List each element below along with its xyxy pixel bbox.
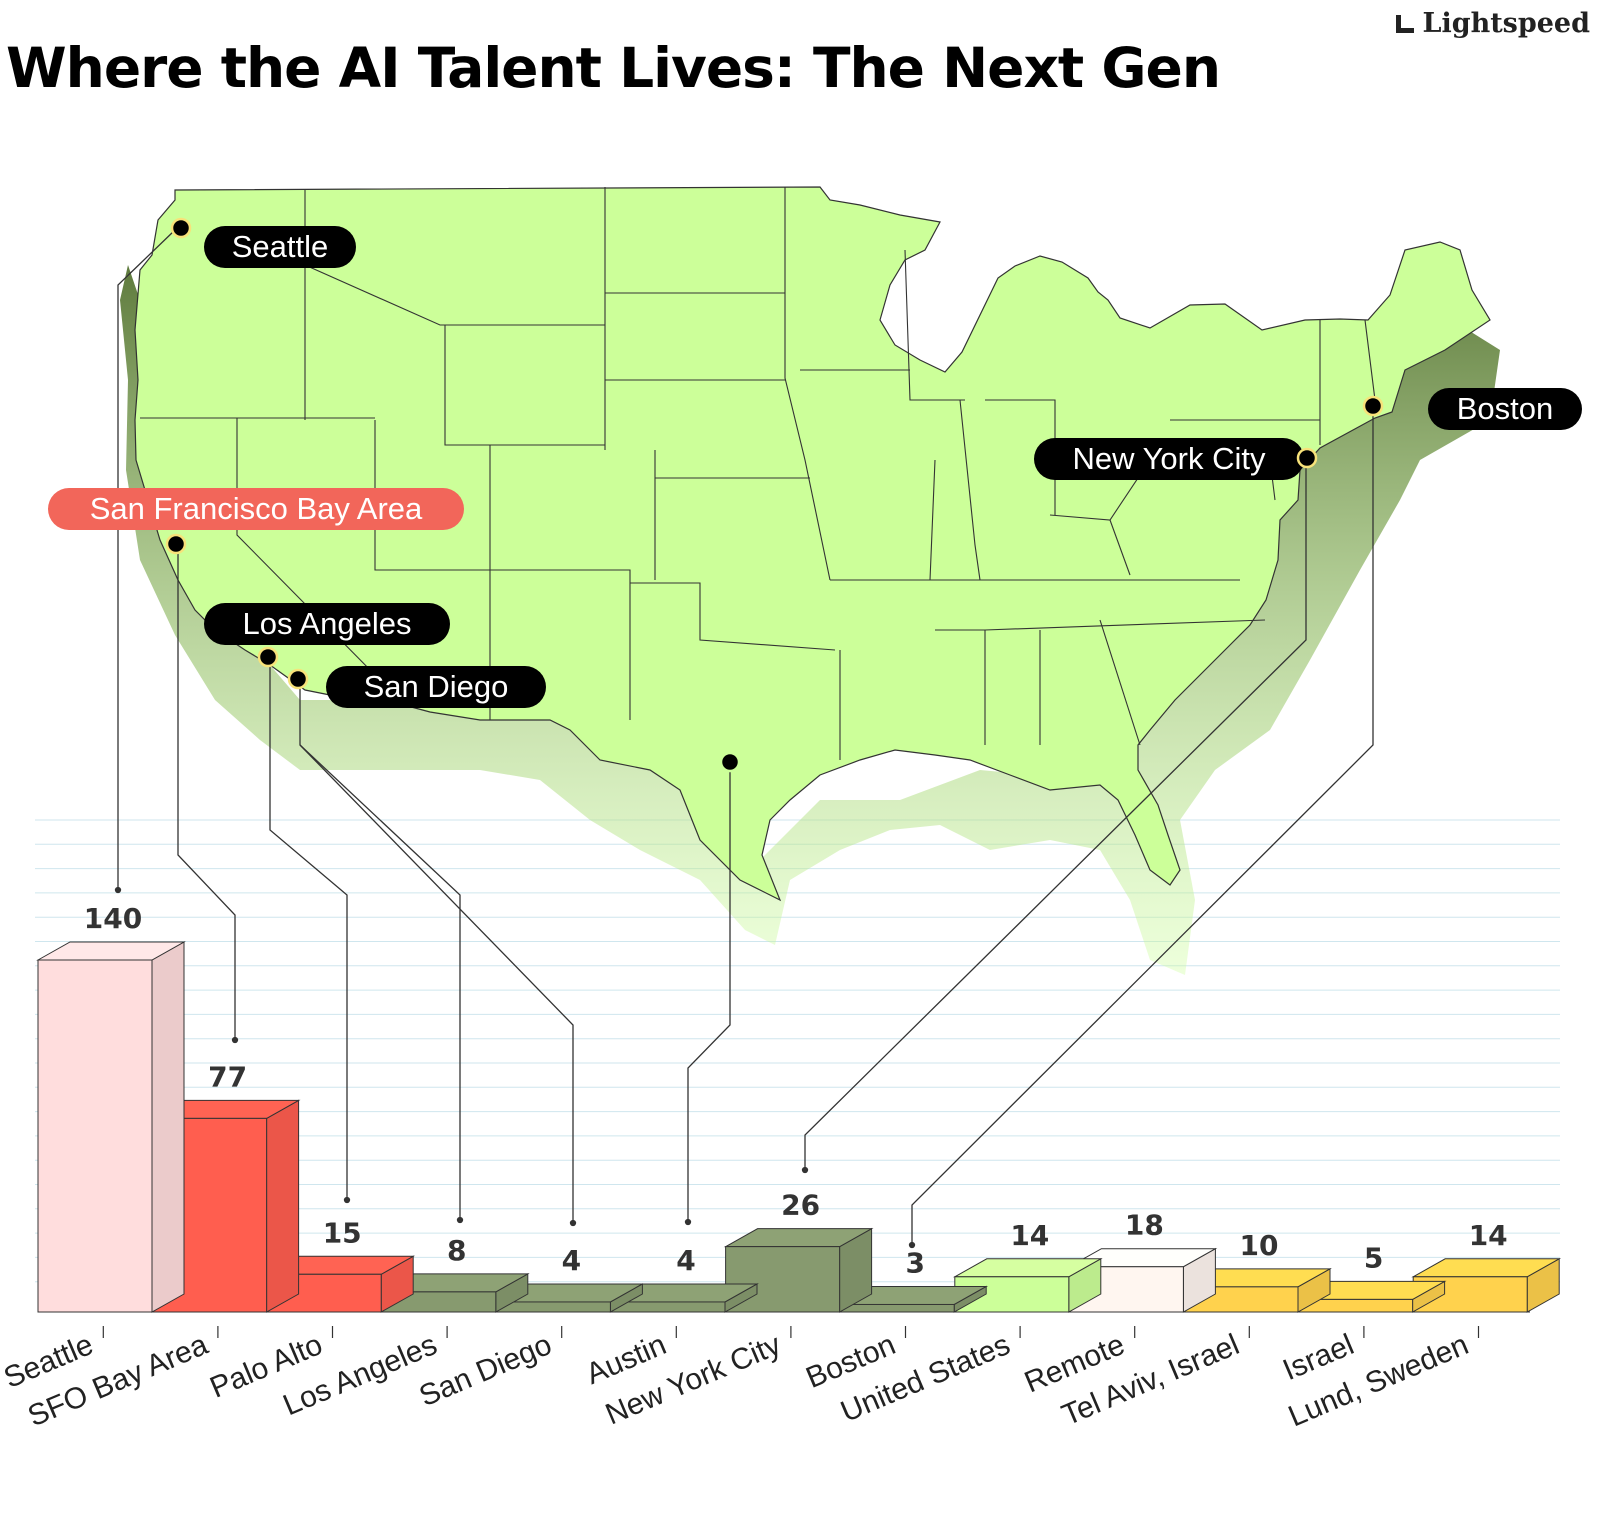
value-label-sfo-bay-area: 77: [208, 1060, 247, 1093]
connector-end-dot: [684, 1218, 692, 1226]
city-marker-sd: San Diego: [287, 666, 546, 708]
brand-name: Lightspeed: [1422, 8, 1590, 39]
city-label: New York City: [1073, 441, 1266, 476]
connector-end-dot: [456, 1216, 464, 1224]
city-pill: [48, 488, 464, 530]
bar-austin: [609, 1283, 759, 1313]
x-axis: [38, 1311, 1530, 1338]
connector-line: [911, 406, 1374, 1245]
bar-united-states: [952, 1257, 1103, 1313]
city-marker-la: Los Angeles: [204, 603, 450, 668]
connector-line: [687, 762, 731, 1222]
value-label-seattle: 140: [84, 902, 142, 935]
bar-front: [839, 1303, 955, 1313]
value-label-remote: 18: [1125, 1209, 1164, 1242]
value-label-los-angeles: 8: [447, 1234, 466, 1267]
bar-chart: [36, 941, 1562, 1313]
connector-end-dot: [908, 1241, 916, 1249]
bar-side: [266, 1099, 300, 1313]
city-label: Seattle: [232, 229, 329, 264]
connector-line: [804, 458, 1307, 1170]
city-dot-austin: [719, 751, 741, 773]
category-label-san-diego: San Diego: [415, 1328, 557, 1413]
city-dot: [287, 668, 309, 690]
connector-line: [117, 229, 176, 890]
value-label-israel: 5: [1364, 1241, 1383, 1274]
connector-line: [269, 660, 348, 1200]
value-label-tel-aviv-israel: 10: [1240, 1229, 1279, 1262]
bar-seattle: [36, 941, 186, 1313]
brand-logo: Lightspeed: [1396, 8, 1590, 39]
connector-line: [299, 744, 574, 1223]
bar-value-labels: 140 77 15 8 4 4 26 3 14 18 10 5 14: [84, 902, 1508, 1279]
value-label-boston: 3: [905, 1246, 924, 1279]
connector-lines: [114, 229, 1374, 1249]
city-marker-boston: Boston: [1362, 388, 1582, 430]
map-city-markers: Seattle San Francisco Bay Area Los Angeles…: [48, 217, 1582, 773]
bar-israel: [1296, 1280, 1447, 1313]
bar-san-diego: [494, 1283, 645, 1313]
city-marker-sfba: San Francisco Bay Area: [48, 488, 464, 555]
city-pill: [1428, 388, 1582, 430]
value-label-san-diego: 4: [562, 1244, 581, 1277]
value-label-lund-sweden: 14: [1469, 1219, 1508, 1252]
city-dot: [1296, 447, 1318, 469]
city-dot: [170, 217, 192, 239]
city-pill: [326, 666, 546, 708]
page-title: Where the AI Talent Lives: The Next Gen: [6, 36, 1221, 100]
bar-front: [37, 959, 153, 1313]
connector-end-dot: [343, 1196, 351, 1204]
lightspeed-logo-icon: [1396, 14, 1415, 33]
value-label-new-york-city: 26: [781, 1189, 820, 1222]
connector-end-dot: [801, 1166, 809, 1174]
value-label-austin: 4: [676, 1244, 695, 1277]
us-map: [120, 186, 1500, 975]
value-label-palo-alto: 15: [323, 1216, 362, 1249]
bar-los-angeles: [379, 1273, 530, 1313]
city-label: Boston: [1457, 391, 1554, 426]
connector-end-dot: [114, 886, 122, 894]
value-label-united-states: 14: [1010, 1219, 1049, 1252]
city-dot: [165, 533, 187, 555]
city-dot: [257, 646, 279, 668]
connector-line: [299, 680, 461, 1220]
city-pill: [1034, 438, 1304, 480]
bar-front: [495, 1301, 611, 1313]
city-pill: [204, 603, 450, 645]
city-pill: [204, 226, 356, 268]
city-marker-nyc: New York City: [1034, 438, 1318, 480]
connector-end-dot: [231, 1036, 239, 1044]
city-label: San Diego: [364, 669, 509, 704]
connector-line: [177, 545, 236, 1040]
bar-front: [610, 1301, 726, 1313]
city-label: Los Angeles: [243, 606, 412, 641]
city-dot: [1362, 395, 1384, 417]
us-map-land: [134, 186, 1491, 902]
city-marker-seattle: Seattle: [170, 217, 356, 268]
bar-side: [151, 941, 185, 1313]
city-label: San Francisco Bay Area: [90, 491, 423, 526]
us-map-shadow: [120, 265, 1500, 975]
